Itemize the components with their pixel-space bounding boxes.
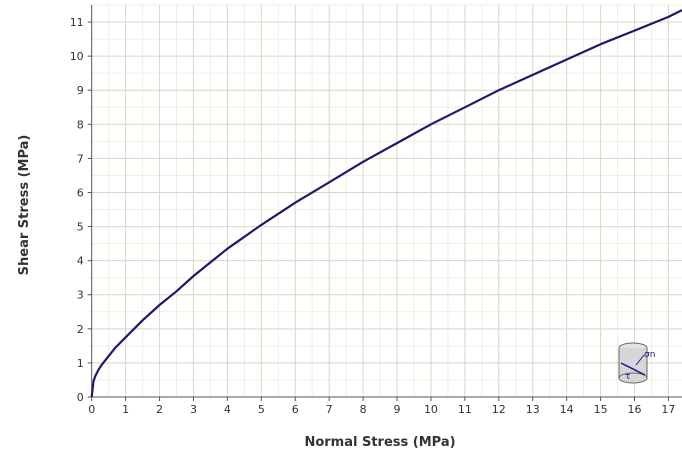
x-tick-label: 17	[661, 403, 675, 416]
x-axis-title: Normal Stress (MPa)	[304, 435, 455, 450]
series-line	[90, 9, 682, 398]
x-tick-label: 3	[190, 403, 197, 416]
y-tick-label: 0	[77, 391, 84, 404]
y-tick-label: 6	[77, 186, 84, 199]
grid	[90, 4, 682, 397]
x-tick-label: 11	[458, 403, 472, 416]
series-group	[90, 9, 682, 398]
y-tick-label: 8	[77, 118, 84, 131]
x-tick-label: 16	[628, 403, 642, 416]
x-tick-label: 4	[224, 403, 231, 416]
y-tick-label: 5	[77, 221, 84, 234]
x-tick-label: 2	[156, 403, 163, 416]
x-tick-label: 5	[258, 403, 265, 416]
x-tick-label: 12	[492, 403, 506, 416]
y-tick-label: 10	[70, 50, 84, 63]
y-tick-label: 2	[77, 323, 84, 336]
x-tick-label: 14	[560, 403, 574, 416]
x-tick-label: 15	[594, 403, 608, 416]
y-tick-label: 7	[77, 152, 84, 165]
x-tick-label: 13	[526, 403, 540, 416]
y-tick-label: 9	[77, 84, 84, 97]
y-tick-label: 4	[77, 255, 84, 268]
y-axis-title: Shear Stress (MPa)	[17, 135, 32, 276]
x-tick-label: 0	[88, 403, 95, 416]
x-tick-label: 9	[394, 403, 401, 416]
x-tick-label: 8	[360, 403, 367, 416]
y-tick-label: 11	[70, 16, 84, 29]
x-tick-label: 6	[292, 403, 299, 416]
axes	[87, 5, 682, 401]
normal-stress-symbol: σn	[644, 350, 655, 360]
shear-stress-symbol: τ	[625, 372, 630, 382]
x-tick-label: 1	[122, 403, 129, 416]
x-tick-label: 7	[326, 403, 333, 416]
cylinder-specimen-icon: σn τ	[618, 342, 655, 384]
y-tick-label: 3	[77, 289, 84, 302]
y-tick-label: 1	[77, 357, 84, 370]
x-tick-label: 10	[424, 403, 438, 416]
